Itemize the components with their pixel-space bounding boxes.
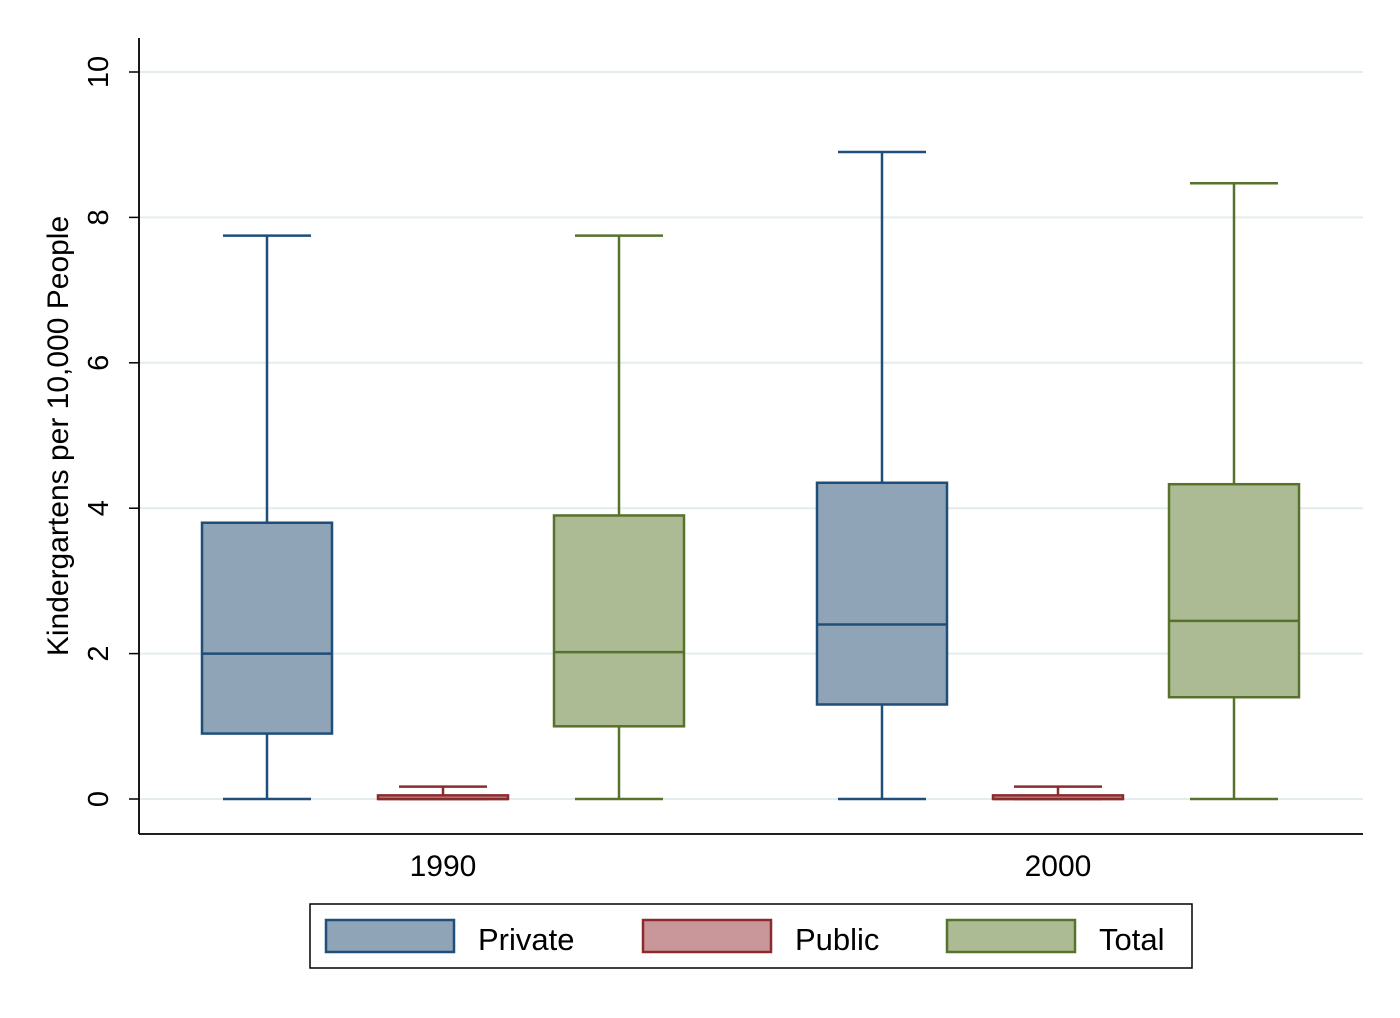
legend-item-total: Total [947, 920, 1164, 957]
legend-label: Private [478, 922, 574, 957]
legend-swatch [643, 920, 771, 952]
box-total-1990 [554, 236, 684, 799]
legend-item-private: Private [326, 920, 574, 957]
iqr-box [202, 523, 332, 734]
legend-label: Total [1099, 922, 1164, 957]
box-public-1990 [378, 787, 508, 799]
y-tick-label: 0 [83, 791, 115, 807]
x-tick-label: 2000 [1025, 850, 1092, 883]
y-tick-label: 2 [83, 646, 115, 662]
boxes [202, 152, 1299, 799]
box-public-2000 [993, 787, 1123, 799]
y-tick-label: 8 [83, 209, 115, 225]
iqr-box [554, 515, 684, 726]
iqr-box [817, 483, 947, 705]
legend-swatch [326, 920, 454, 952]
legend-label: Public [795, 922, 879, 957]
box-private-1990 [202, 236, 332, 799]
legend-item-public: Public [643, 920, 879, 957]
y-tick-label: 6 [83, 355, 115, 371]
y-tick-label: 4 [83, 500, 115, 516]
x-tick-label: 1990 [410, 850, 477, 883]
y-tick-label: 10 [83, 56, 115, 88]
y-axis-title: Kindergartens per 10,000 People [42, 216, 75, 656]
legend-swatch [947, 920, 1075, 952]
y-axis: 0 2 4 6 8 10 [83, 38, 139, 834]
legend: Private Public Total [310, 904, 1192, 968]
box-private-2000 [817, 152, 947, 799]
box-total-2000 [1169, 183, 1299, 799]
x-axis: 1990 2000 [139, 834, 1363, 883]
iqr-box [1169, 484, 1299, 697]
